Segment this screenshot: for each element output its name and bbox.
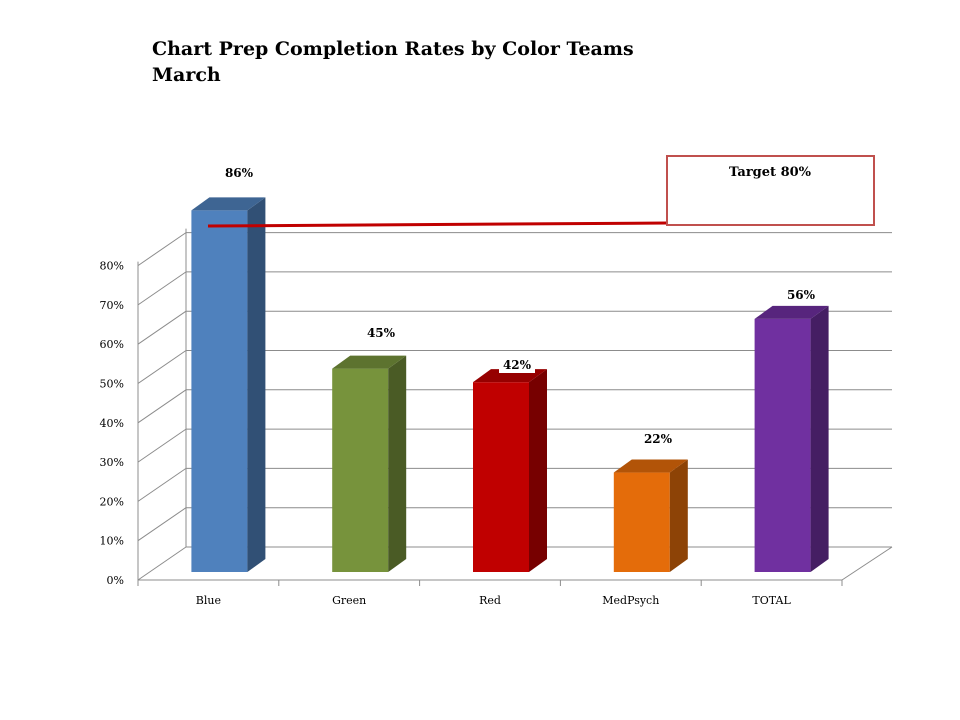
x-tick-label: TOTAL xyxy=(752,594,791,607)
y-tick-label: 10% xyxy=(100,535,124,548)
gridline-side xyxy=(137,507,187,542)
bar-top xyxy=(754,305,829,319)
target-line xyxy=(207,221,669,228)
target-label-box xyxy=(666,155,875,226)
bar-green xyxy=(332,355,407,572)
y-tick-label: 50% xyxy=(100,378,124,391)
bar-side xyxy=(669,459,688,572)
bar-top xyxy=(613,459,688,473)
x-tick-label: Red xyxy=(479,594,501,607)
gridline-side xyxy=(137,350,187,384)
target-label: Target 80% xyxy=(729,165,812,180)
bar-side xyxy=(810,305,829,572)
gridline-side xyxy=(137,232,187,267)
data-label: 42% xyxy=(503,358,532,372)
y-tick-label: 40% xyxy=(100,417,124,430)
bar-front xyxy=(473,382,529,572)
x-tick-label: MedPsych xyxy=(602,594,659,607)
bar-top xyxy=(191,197,266,211)
x-tick-label: Blue xyxy=(196,594,221,607)
data-label: 45% xyxy=(367,326,396,340)
y-tick-label: 70% xyxy=(100,299,124,312)
bar-front xyxy=(191,210,248,572)
bar-side xyxy=(247,197,266,572)
gridline-side xyxy=(137,428,187,463)
y-tick-label: 0% xyxy=(107,574,124,587)
bar-medpsych xyxy=(613,459,688,572)
gridline-side xyxy=(137,389,187,424)
chart-subtitle: March xyxy=(152,64,221,86)
gridline-side xyxy=(137,467,187,502)
bar-total xyxy=(754,305,829,572)
data-label: 86% xyxy=(225,166,254,180)
bar-front xyxy=(613,472,670,572)
floor-side-edge xyxy=(841,546,893,581)
y-tick-label: 30% xyxy=(100,456,124,469)
bar-front xyxy=(754,318,811,572)
bar-side xyxy=(529,369,547,572)
gridline-side xyxy=(137,546,187,581)
y-tick-label: 20% xyxy=(100,495,124,508)
data-label-bg xyxy=(499,357,535,373)
bar-top xyxy=(332,355,407,369)
data-label: 56% xyxy=(787,288,816,302)
chart-title-block: Chart Prep Completion Rates by Color Tea… xyxy=(152,36,634,88)
bar-red xyxy=(473,369,547,572)
gridline-side xyxy=(137,271,187,306)
x-tick-label: Green xyxy=(332,594,366,607)
bar-side xyxy=(388,355,407,572)
bar-blue xyxy=(191,197,266,572)
gridline-side xyxy=(137,310,187,345)
bar-front xyxy=(332,368,389,572)
y-tick-label: 60% xyxy=(100,338,124,351)
chart-title: Chart Prep Completion Rates by Color Tea… xyxy=(152,38,634,60)
data-label: 22% xyxy=(644,432,673,446)
y-tick-label: 80% xyxy=(100,260,124,273)
